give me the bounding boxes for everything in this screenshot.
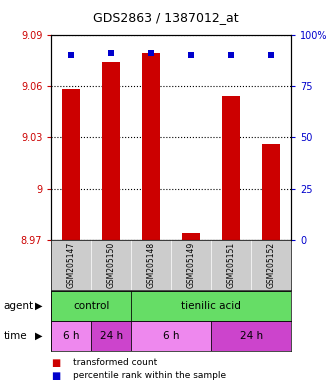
- Text: 24 h: 24 h: [100, 331, 123, 341]
- Point: [229, 52, 234, 58]
- Text: agent: agent: [3, 301, 33, 311]
- Text: ▶: ▶: [35, 301, 42, 311]
- Text: GSM205150: GSM205150: [107, 242, 116, 288]
- Point: [189, 52, 194, 58]
- Point: [269, 52, 274, 58]
- Text: 6 h: 6 h: [163, 331, 179, 341]
- Point: [69, 52, 74, 58]
- Point: [149, 50, 154, 56]
- Text: time: time: [3, 331, 27, 341]
- Bar: [51, 321, 91, 351]
- Text: transformed count: transformed count: [73, 358, 157, 367]
- Bar: [131, 291, 291, 321]
- Text: 6 h: 6 h: [63, 331, 79, 341]
- Bar: [51, 291, 131, 321]
- Text: GDS2863 / 1387012_at: GDS2863 / 1387012_at: [93, 11, 238, 24]
- Text: GSM205152: GSM205152: [267, 242, 276, 288]
- Bar: [102, 62, 120, 240]
- Text: percentile rank within the sample: percentile rank within the sample: [73, 371, 226, 380]
- Bar: [91, 321, 131, 351]
- Text: 24 h: 24 h: [240, 331, 263, 341]
- Text: ■: ■: [51, 358, 61, 368]
- Bar: [222, 96, 240, 240]
- Text: GSM205147: GSM205147: [67, 242, 76, 288]
- Point: [109, 50, 114, 56]
- Bar: [262, 144, 280, 240]
- Bar: [131, 321, 211, 351]
- Text: tienilic acid: tienilic acid: [181, 301, 241, 311]
- Bar: [182, 233, 200, 240]
- Bar: [142, 53, 160, 240]
- Text: GSM205149: GSM205149: [187, 242, 196, 288]
- Text: ▶: ▶: [35, 331, 42, 341]
- Text: GSM205148: GSM205148: [147, 242, 156, 288]
- Text: ■: ■: [51, 371, 61, 381]
- Text: GSM205151: GSM205151: [227, 242, 236, 288]
- Bar: [211, 321, 291, 351]
- Bar: [62, 89, 80, 240]
- Text: control: control: [73, 301, 110, 311]
